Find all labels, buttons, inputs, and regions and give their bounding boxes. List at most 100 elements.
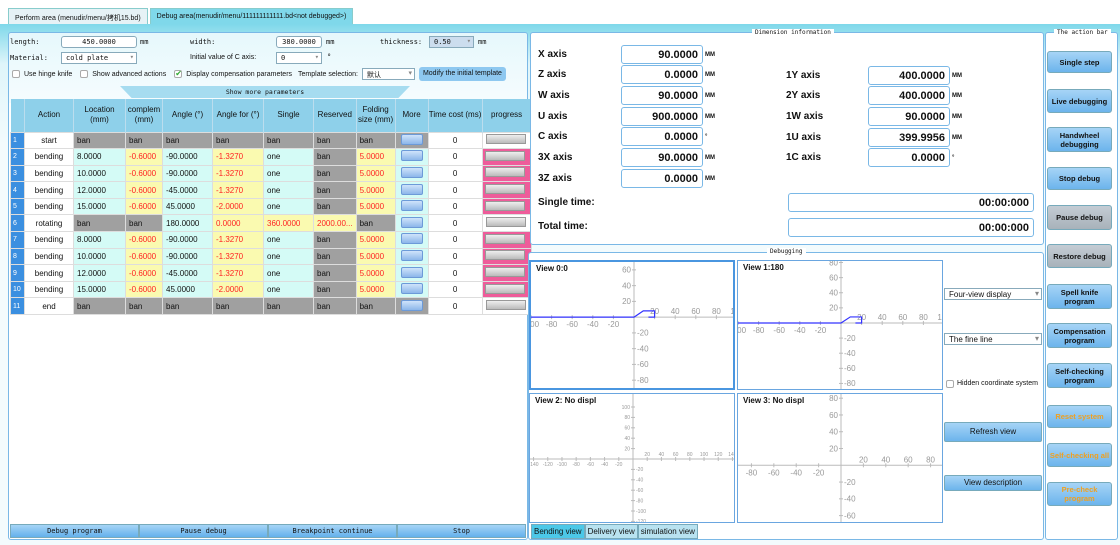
table-row[interactable]: 3 bending 10.0000 -0.6000 -90.0000 -1.3270 one…	[10, 164, 532, 183]
cell-angle[interactable]: 45.0000	[162, 197, 213, 216]
stop-debug-button[interactable]: Stop debug	[1047, 167, 1112, 190]
cell-action[interactable]: start	[24, 131, 74, 150]
cell-angle[interactable]: -45.0000	[162, 264, 213, 282]
tab-perform-area[interactable]: Perform area (menudir/menu/拷机15.bd)	[8, 8, 148, 24]
cell-complem[interactable]: -0.6000	[125, 231, 163, 249]
cell-reserved[interactable]: ban	[313, 148, 357, 166]
more-button[interactable]	[400, 183, 423, 195]
more-button[interactable]	[400, 249, 423, 261]
pause-debug-button[interactable]: Pause debug	[1047, 205, 1112, 230]
cell-single[interactable]: one	[263, 181, 314, 199]
more-button[interactable]	[400, 133, 423, 145]
compensation-checkbox[interactable]: ✔	[174, 69, 183, 78]
cell-angle[interactable]: -90.0000	[162, 148, 213, 166]
cell-angle[interactable]: ban	[162, 297, 213, 316]
table-row[interactable]: 6 rotating ban ban 180.0000 0.0000 360.0000 200…	[10, 214, 532, 233]
table-row[interactable]: 7 bending 8.0000 -0.6000 -90.0000 -1.3270 one b…	[10, 231, 532, 249]
tab-delivery-view[interactable]: Delivery view	[584, 524, 638, 539]
cell-folding[interactable]: ban	[355, 131, 396, 150]
spell-knife-program-button[interactable]: Spell knife program	[1047, 284, 1112, 309]
length-input[interactable]: 450.0000	[61, 36, 137, 48]
cell-reserved[interactable]: ban	[313, 164, 357, 183]
cell-angle[interactable]: -90.0000	[162, 247, 213, 266]
tab-debug-area[interactable]: Debug area(menudir/menu/111111111111.bd<…	[149, 8, 354, 24]
cell-folding[interactable]: 5.0000	[355, 264, 396, 282]
cell-complem[interactable]: -0.6000	[125, 280, 163, 299]
cell-reserved[interactable]: ban	[313, 264, 357, 282]
cell-single[interactable]: one	[263, 264, 314, 282]
table-row[interactable]: 1 start ban ban ban ban ban ban ban 0	[10, 131, 532, 150]
cell-single[interactable]: 360.0000	[263, 214, 314, 233]
tab-simulation-view[interactable]: simulation view	[637, 524, 698, 539]
cell-reserved[interactable]: 2000.00...	[313, 214, 357, 233]
reset-system-button[interactable]: Reset system	[1047, 405, 1112, 428]
view-mode-select[interactable]: Four-view display	[944, 288, 1042, 300]
cell-location[interactable]: 15.0000	[73, 280, 126, 299]
more-button[interactable]	[400, 150, 423, 162]
cell-complem[interactable]: ban	[125, 131, 163, 150]
cell-single[interactable]: one	[263, 247, 314, 266]
tab-bending-view[interactable]: Bending view	[531, 524, 585, 539]
cell-folding[interactable]: 5.0000	[355, 247, 396, 266]
cell-angle[interactable]: 180.0000	[162, 214, 213, 233]
cell-action[interactable]: bending	[24, 164, 74, 183]
cell-angle[interactable]: -90.0000	[162, 164, 213, 183]
width-input[interactable]: 380.0000	[276, 36, 322, 48]
cell-location[interactable]: 12.0000	[73, 181, 126, 199]
cell-action[interactable]: bending	[24, 247, 74, 266]
cell-location[interactable]: 10.0000	[73, 164, 126, 183]
thickness-select[interactable]: 0.50	[429, 36, 474, 48]
restore-debug-button[interactable]: Restore debug	[1047, 244, 1112, 268]
cell-single[interactable]: ban	[263, 297, 314, 316]
hinge-knife-checkbox[interactable]	[12, 70, 20, 78]
cell-folding[interactable]: 5.0000	[355, 148, 396, 166]
cell-location[interactable]: ban	[73, 214, 126, 233]
view-2[interactable]: View 2: No displ -140 -120 -100 -80 -60 -40 -20…	[529, 393, 735, 523]
compensation-program-button[interactable]: Compensation program	[1047, 323, 1112, 348]
cell-single[interactable]: one	[263, 148, 314, 166]
cell-reserved[interactable]: ban	[313, 197, 357, 216]
cell-single[interactable]: one	[263, 197, 314, 216]
debug-program-button[interactable]: Debug program	[10, 524, 139, 538]
cell-single[interactable]: one	[263, 164, 314, 183]
more-button[interactable]	[400, 216, 423, 228]
cell-complem[interactable]: -0.6000	[125, 148, 163, 166]
view-description-button[interactable]: View description	[944, 475, 1042, 491]
cell-complem[interactable]: -0.6000	[125, 164, 163, 183]
cell-action[interactable]: bending	[24, 231, 74, 249]
cell-reserved[interactable]: ban	[313, 280, 357, 299]
cell-angle[interactable]: -1.3270	[212, 164, 264, 183]
more-button[interactable]	[400, 266, 423, 278]
view-1[interactable]: View 1:180 -100 -80 -60 -40 -20 20 40 60 80 100 -80…	[737, 260, 943, 390]
cell-angle[interactable]: -90.0000	[162, 231, 213, 249]
cell-reserved[interactable]: ban	[313, 231, 357, 249]
cell-action[interactable]: bending	[24, 181, 74, 199]
table-row[interactable]: 10 bending 15.0000 -0.6000 45.0000 -2.0000 one…	[10, 280, 532, 299]
more-button[interactable]	[400, 166, 423, 178]
cell-single[interactable]: one	[263, 231, 314, 249]
cell-location[interactable]: 8.0000	[73, 148, 126, 166]
cell-angle[interactable]: -45.0000	[162, 181, 213, 199]
more-button[interactable]	[400, 283, 423, 295]
c-axis-select[interactable]: 0	[276, 52, 322, 64]
breakpoint-continue-button[interactable]: Breakpoint continue	[268, 524, 397, 538]
cell-folding[interactable]: 5.0000	[355, 164, 396, 183]
cell-complem[interactable]: ban	[125, 297, 163, 316]
cell-folding[interactable]: ban	[355, 214, 396, 233]
table-row[interactable]: 2 bending 8.0000 -0.6000 -90.0000 -1.3270 one b…	[10, 148, 532, 166]
pre-check-program-button[interactable]: Pre-check program	[1047, 482, 1112, 506]
cell-folding[interactable]: 5.0000	[355, 197, 396, 216]
cell-angle[interactable]: 0.0000	[212, 214, 264, 233]
cell-location[interactable]: 8.0000	[73, 231, 126, 249]
cell-reserved[interactable]: ban	[313, 247, 357, 266]
cell-angle[interactable]: -2.0000	[212, 197, 264, 216]
modify-template-button[interactable]: Modify the initial template	[418, 67, 506, 81]
table-row[interactable]: 4 bending 12.0000 -0.6000 -45.0000 -1.3270 one…	[10, 181, 532, 199]
single-step-button[interactable]: Single step	[1047, 51, 1112, 73]
cell-angle[interactable]: ban	[212, 297, 264, 316]
cell-location[interactable]: ban	[73, 131, 126, 150]
cell-location[interactable]: 10.0000	[73, 247, 126, 266]
cell-complem[interactable]: -0.6000	[125, 247, 163, 266]
cell-complem[interactable]: -0.6000	[125, 197, 163, 216]
self-checking-all-button[interactable]: Self-checking all	[1047, 443, 1112, 467]
